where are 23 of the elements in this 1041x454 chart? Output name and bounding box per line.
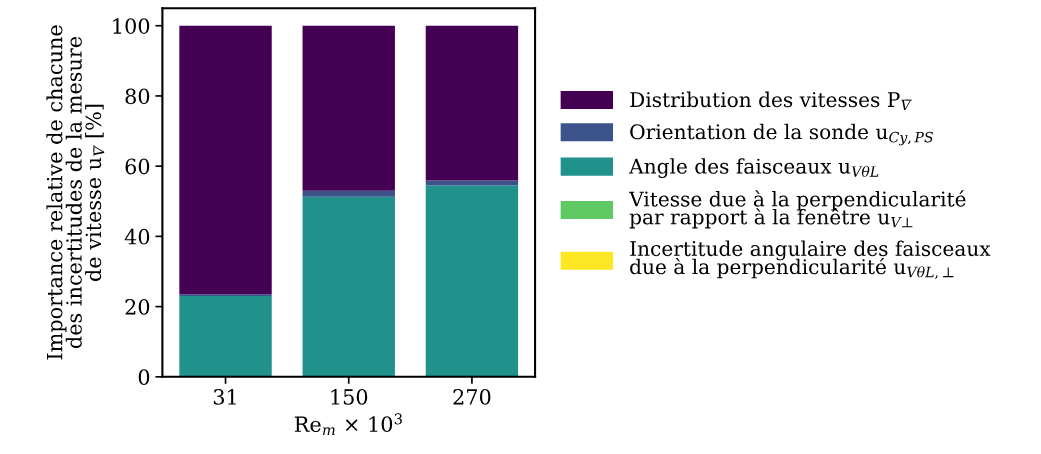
bar xyxy=(425,25,519,181)
y-tick-label: 0 xyxy=(138,369,150,386)
x-tick-label: 150 xyxy=(331,388,368,405)
bar xyxy=(179,296,272,377)
legend-label: Distribution des vitesses P$_{V̄}$ xyxy=(630,91,912,111)
y-tick-label: 60 xyxy=(125,158,150,175)
legend-label: Angle des faisceaux u$_{VθL}$ xyxy=(629,158,879,178)
legend-label: Vitesse due à la perpendicularité par rapport à la fenêtre u$_{V⊥}$ xyxy=(628,190,966,229)
y-axis-title: Importance relative de chacune des incertitudes de la mesure de vitesse u$_{V̄}$ [%] xyxy=(46,25,105,360)
bar xyxy=(302,190,395,197)
x-tick-label: 270 xyxy=(453,388,491,405)
x-axis-title: Re$_{m}$ × 10$^{3}$ xyxy=(294,413,402,435)
x-tick-label: 31 xyxy=(213,388,236,405)
bar xyxy=(302,25,395,191)
y-tick-label: 100 xyxy=(113,18,150,34)
y-tick-label: 40 xyxy=(124,228,150,245)
legend-label: Incertitude angulaire des faisceaux due à la perpendicularité u$_{VθL,⊥}$ xyxy=(630,240,991,280)
bar xyxy=(425,185,519,377)
legend-label: Orientation de la sonde u$_{Cy,PS}$ xyxy=(630,123,933,146)
bar xyxy=(302,196,395,377)
y-tick-label: 80 xyxy=(125,88,150,105)
bar xyxy=(179,25,272,295)
y-tick-label: 20 xyxy=(125,299,150,315)
